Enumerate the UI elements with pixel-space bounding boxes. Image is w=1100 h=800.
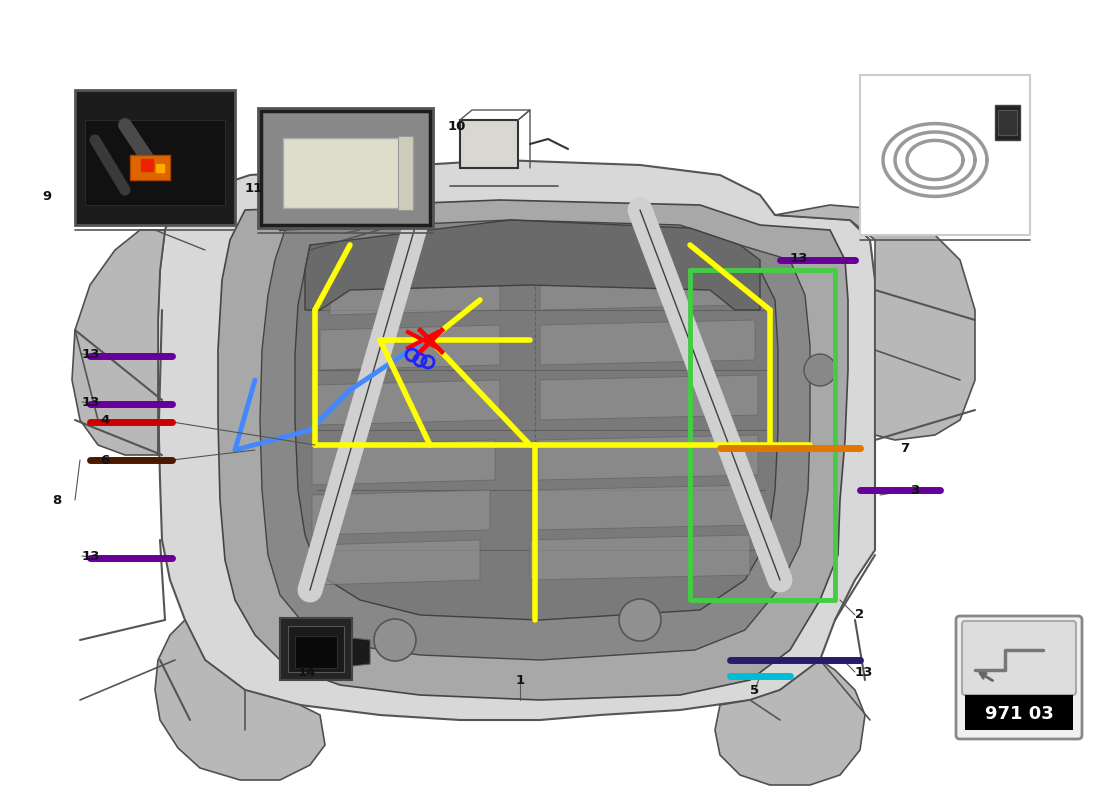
- Polygon shape: [85, 120, 226, 205]
- Polygon shape: [535, 485, 755, 530]
- Polygon shape: [260, 220, 810, 660]
- Polygon shape: [158, 160, 874, 720]
- Polygon shape: [155, 620, 324, 780]
- Polygon shape: [315, 540, 480, 585]
- Ellipse shape: [374, 619, 416, 661]
- Text: 1: 1: [516, 674, 525, 686]
- Polygon shape: [460, 120, 518, 168]
- Text: 13: 13: [855, 666, 873, 678]
- Text: a part: a part: [441, 624, 619, 676]
- Text: 4: 4: [100, 414, 109, 426]
- Polygon shape: [263, 113, 428, 223]
- Text: 3: 3: [910, 483, 920, 497]
- Polygon shape: [538, 435, 758, 480]
- Ellipse shape: [804, 354, 836, 386]
- Polygon shape: [320, 325, 500, 370]
- Polygon shape: [288, 626, 344, 672]
- Polygon shape: [280, 618, 352, 680]
- Polygon shape: [295, 235, 778, 620]
- Text: EPC: EPC: [426, 332, 814, 508]
- Text: 8: 8: [52, 494, 62, 506]
- Text: 13: 13: [82, 347, 100, 361]
- Polygon shape: [330, 270, 500, 315]
- Polygon shape: [312, 490, 490, 535]
- Polygon shape: [398, 136, 412, 210]
- Polygon shape: [72, 230, 165, 455]
- Polygon shape: [312, 440, 495, 485]
- Polygon shape: [75, 90, 235, 225]
- Polygon shape: [776, 205, 975, 440]
- Polygon shape: [352, 638, 370, 666]
- Polygon shape: [258, 108, 433, 228]
- Text: 14: 14: [298, 666, 317, 678]
- Text: 2: 2: [855, 609, 865, 622]
- Polygon shape: [540, 265, 740, 310]
- Text: 5: 5: [750, 683, 760, 697]
- Polygon shape: [540, 375, 758, 420]
- Polygon shape: [305, 220, 760, 310]
- Text: 13: 13: [82, 550, 100, 562]
- Polygon shape: [530, 535, 750, 580]
- Polygon shape: [295, 636, 337, 668]
- Text: 9: 9: [42, 190, 51, 202]
- Polygon shape: [996, 105, 1020, 140]
- Text: 6: 6: [100, 454, 109, 466]
- Polygon shape: [540, 320, 755, 365]
- Polygon shape: [218, 200, 848, 700]
- Polygon shape: [283, 138, 412, 208]
- FancyBboxPatch shape: [956, 616, 1082, 739]
- Polygon shape: [315, 380, 500, 425]
- Polygon shape: [715, 660, 865, 785]
- Text: 13: 13: [82, 395, 100, 409]
- Ellipse shape: [619, 599, 661, 641]
- Text: 11: 11: [245, 182, 263, 194]
- Polygon shape: [860, 75, 1030, 235]
- Text: 13: 13: [790, 251, 808, 265]
- Bar: [965, 695, 1072, 730]
- Text: 7: 7: [900, 442, 909, 454]
- Polygon shape: [130, 155, 170, 180]
- Text: 10: 10: [448, 119, 466, 133]
- Polygon shape: [998, 110, 1018, 135]
- Text: 971 03: 971 03: [984, 705, 1054, 723]
- FancyBboxPatch shape: [962, 621, 1076, 695]
